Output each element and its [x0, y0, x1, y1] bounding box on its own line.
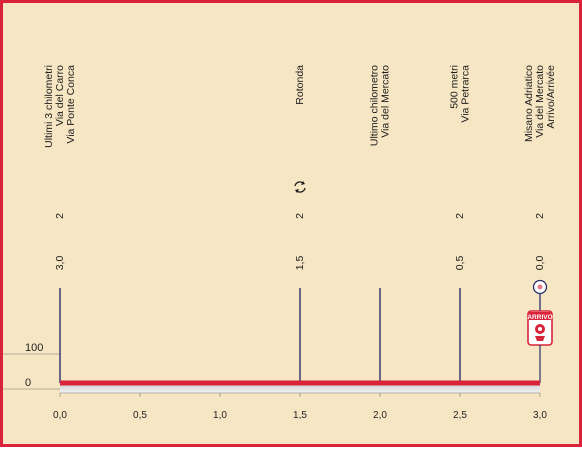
waypoint-label-ultimi3km: Ultimi 3 chilometri — [43, 65, 55, 148]
waypoint-label-ultimi3km: Via Ponte Conca — [65, 65, 77, 144]
waypoint-sign-ultimi3km: 2 — [54, 213, 66, 219]
waypoint-sign-500m: 2 — [454, 213, 466, 219]
x-tick-label: 1,0 — [213, 410, 227, 421]
waypoint-km-500m: 0,5 — [454, 256, 466, 271]
waypoint-sign-rotonda: 2 — [294, 213, 306, 219]
waypoint-label-rotonda: Rotonda — [294, 65, 306, 105]
waypoint-label-ultimokm: Ultimo chilometro — [369, 65, 381, 146]
waypoint-km-ultimi3km: 3,0 — [54, 256, 66, 271]
waypoint-km-arrivo: 0,0 — [534, 256, 546, 271]
x-tick-label: 3,0 — [533, 410, 547, 421]
waypoint-label-500m: 500 metri — [449, 65, 461, 109]
waypoint-label-ultimokm: Via del Mercato — [380, 65, 392, 138]
roundabout-icon — [294, 181, 306, 193]
waypoint-label-500m: Via Petrarca — [460, 65, 472, 123]
x-tick-label: 0,0 — [53, 410, 67, 421]
x-tick-label: 2,5 — [453, 410, 467, 421]
waypoint-label-arrivo: Arrivo/Arrivée — [545, 65, 557, 129]
x-tick-label: 2,0 — [373, 410, 387, 421]
waypoint-label-ultimi3km: Via del Carro — [54, 65, 66, 126]
x-tick-label: 0,5 — [133, 410, 147, 421]
arrivo-badge: ARRIVO — [527, 310, 553, 346]
waypoint-label-arrivo: Via del Mercato — [534, 65, 546, 138]
waypoint-km-rotonda: 1,5 — [294, 256, 306, 271]
route-profile-chart: 0 100 0,0 0,5 1,0 1,5 2,0 2,5 3,0 Ultimi 3 chilo… — [3, 65, 557, 421]
x-tick-label: 1,5 — [293, 410, 307, 421]
ground-band — [60, 383, 540, 393]
arrivo-badge-text: ARRIVO — [527, 314, 552, 321]
y-tick-label: 0 — [25, 377, 31, 389]
waypoint-label-arrivo: Misano Adriatico — [523, 65, 535, 142]
y-tick-label: 100 — [25, 342, 43, 354]
waypoint-sign-arrivo: 2 — [534, 213, 546, 219]
